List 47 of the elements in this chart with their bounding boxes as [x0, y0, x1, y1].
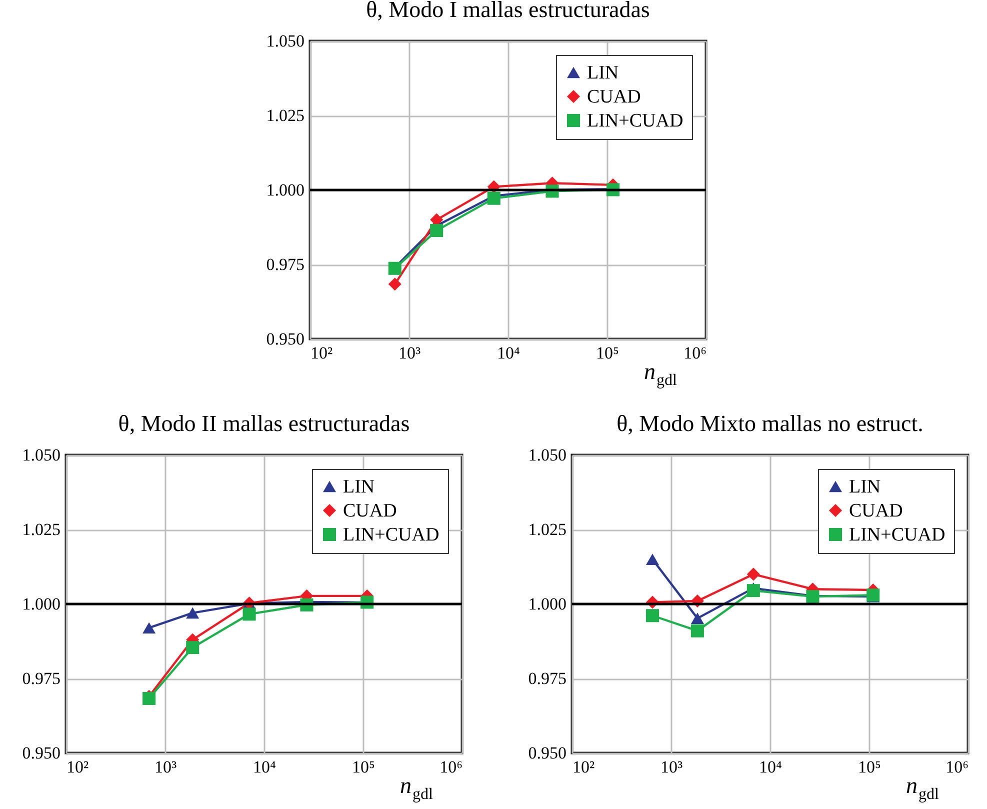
y-tick-label: 1.050: [22, 446, 60, 464]
chart-title: θ, Modo Mixto mallas no estruct.: [616, 411, 924, 436]
x-tick-label: 10³: [398, 344, 421, 362]
legend-label: LIN+CUAD: [587, 110, 684, 132]
x-tick-label: 10⁵: [352, 758, 376, 776]
x-tick-label: 10²: [310, 344, 333, 362]
x-tick-label: 10³: [154, 758, 177, 776]
legend-label: CUAD: [343, 500, 397, 522]
legend-label: LIN: [849, 476, 881, 498]
y-tick-label: 0.950: [528, 744, 566, 762]
x-tick-label: 10⁶: [440, 758, 463, 776]
y-tick-label: 0.975: [528, 669, 566, 688]
legend-label: CUAD: [849, 500, 903, 522]
y-tick-label: 0.950: [22, 744, 60, 762]
x-tick-label: 10³: [660, 758, 683, 776]
y-tick-label: 1.000: [22, 594, 60, 614]
x-tick-label: 10⁶: [684, 344, 707, 362]
x-tick-label: 10⁴: [253, 758, 276, 776]
y-tick-label: 0.975: [266, 255, 304, 274]
chart-title: θ, Modo II mallas estructuradas: [118, 411, 410, 436]
point: [242, 608, 256, 621]
y-tick-label: 1.050: [266, 32, 304, 50]
point: [186, 607, 200, 619]
legend-label: LIN: [587, 62, 619, 84]
y-tick-label: 1.025: [266, 106, 304, 125]
chart-title: θ, Modo I mallas estructuradas: [366, 0, 650, 22]
y-tick-label: 0.975: [22, 669, 60, 688]
point: [186, 640, 200, 654]
x-tick-label: 10⁶: [946, 758, 969, 776]
y-tick-label: 0.950: [266, 330, 304, 348]
point: [430, 224, 444, 238]
x-tick-label: 10⁴: [497, 344, 520, 362]
y-tick-label: 1.000: [266, 180, 304, 200]
x-tick-label: 10⁴: [759, 758, 782, 776]
legend-label: LIN: [343, 476, 375, 498]
legend-label: CUAD: [587, 86, 641, 108]
legend-label: LIN+CUAD: [343, 524, 440, 546]
legend-label: LIN+CUAD: [849, 524, 946, 546]
x-tick-label: 10⁵: [858, 758, 882, 776]
y-tick-label: 1.050: [528, 446, 566, 464]
y-tick-label: 1.025: [528, 520, 566, 539]
x-tick-label: 10²: [572, 758, 595, 776]
y-tick-label: 1.000: [528, 594, 566, 614]
y-tick-label: 1.025: [22, 520, 60, 539]
point: [487, 192, 500, 205]
x-tick-label: 10²: [66, 758, 89, 776]
x-tick-label: 10⁵: [596, 344, 620, 362]
